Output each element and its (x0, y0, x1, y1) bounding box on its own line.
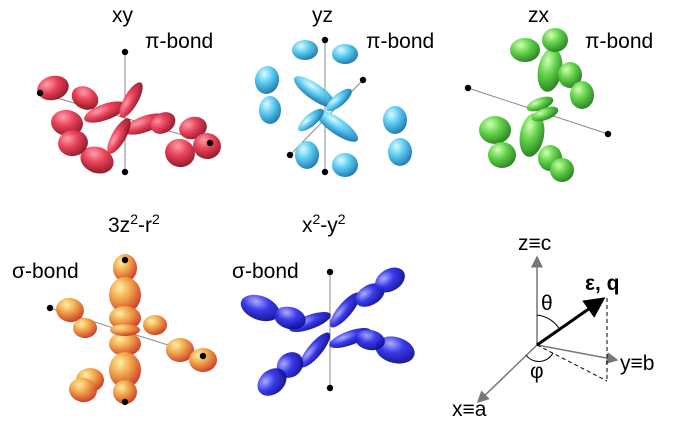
orbital-title: x2-y2 (302, 211, 346, 237)
axis-dot (605, 131, 611, 137)
superscript: 2 (338, 211, 346, 227)
axis-dot (200, 353, 206, 359)
orbital-lobe (110, 324, 140, 336)
axis-dot (122, 399, 128, 405)
superscript: 2 (313, 211, 321, 227)
orbital-lobe (550, 158, 574, 182)
axis-dot (327, 385, 333, 391)
orbital-lobe (115, 79, 147, 121)
figure: xyπ-bondyzπ-bondzxπ-bond3z2-r2σ-bondx2-y… (0, 0, 684, 422)
orbital-lobe (332, 153, 358, 177)
axis-label: y≡b (620, 352, 654, 375)
bond-label: σ-bond (12, 260, 79, 283)
orbital-lobe (161, 135, 199, 172)
orbital-lobe (103, 115, 135, 157)
title-part: 3z (108, 214, 130, 237)
orbital-lobe (189, 348, 217, 372)
orbital-lobe (73, 318, 97, 338)
axis-dot (465, 85, 471, 91)
orbital-title: zx (528, 4, 550, 27)
x-axis (478, 345, 537, 402)
orbital-lobe (292, 40, 318, 60)
coordinate-frame: z≡c y≡b x≡a ε, q θ φ (452, 232, 654, 421)
axis-dot (287, 152, 293, 158)
axis-dot (122, 169, 128, 175)
title-part: -r (138, 214, 152, 237)
title-part: xy (112, 4, 134, 27)
axis-dot (47, 305, 53, 311)
orbital-lobe (542, 28, 568, 52)
orbital-title: 3z2-r2 (108, 211, 160, 237)
title-part: x (302, 214, 313, 237)
orbital-lobe (253, 64, 281, 96)
theta-arc (537, 315, 560, 330)
axis-dot (360, 77, 366, 83)
orbital-lobe (488, 142, 516, 168)
bond-label: π-bond (145, 30, 213, 53)
axis-dot (322, 169, 328, 175)
axis-label: x≡a (452, 398, 487, 421)
superscript: 2 (152, 211, 160, 227)
orbital-lobe (147, 108, 180, 138)
title-part: zx (528, 4, 550, 27)
axis-label: z≡c (518, 232, 551, 255)
bond-label: π-bond (366, 30, 434, 53)
axis-dot (207, 140, 213, 146)
orbital-lobe (259, 96, 281, 124)
orbital-lobe (510, 38, 540, 62)
axis-dot (122, 257, 128, 263)
projection (537, 345, 607, 381)
bond-label: σ-bond (232, 260, 299, 283)
orbital-lobe (143, 315, 167, 335)
axis-dot (122, 49, 128, 55)
superscript: 2 (130, 211, 138, 227)
axis-dot (322, 37, 328, 43)
orbital-lobe (34, 72, 71, 103)
orbital-title: yz (312, 4, 333, 27)
vector-label: ε, q (585, 272, 619, 295)
orbital-lobe (388, 138, 412, 166)
axis-dot (327, 269, 333, 275)
orbital-lobe (383, 106, 407, 134)
orbital-lobe (332, 44, 358, 64)
angle-label: θ (541, 292, 553, 315)
orbital-lobe (295, 141, 319, 169)
axis-dot (37, 90, 43, 96)
angle-label: φ (530, 360, 544, 383)
orbital-lobe (570, 81, 594, 109)
title-part: yz (312, 4, 333, 27)
title-part: -y (320, 214, 338, 237)
orbital-title: xy (112, 4, 134, 27)
bond-label: π-bond (585, 30, 653, 53)
orbital-lobe (479, 116, 511, 144)
